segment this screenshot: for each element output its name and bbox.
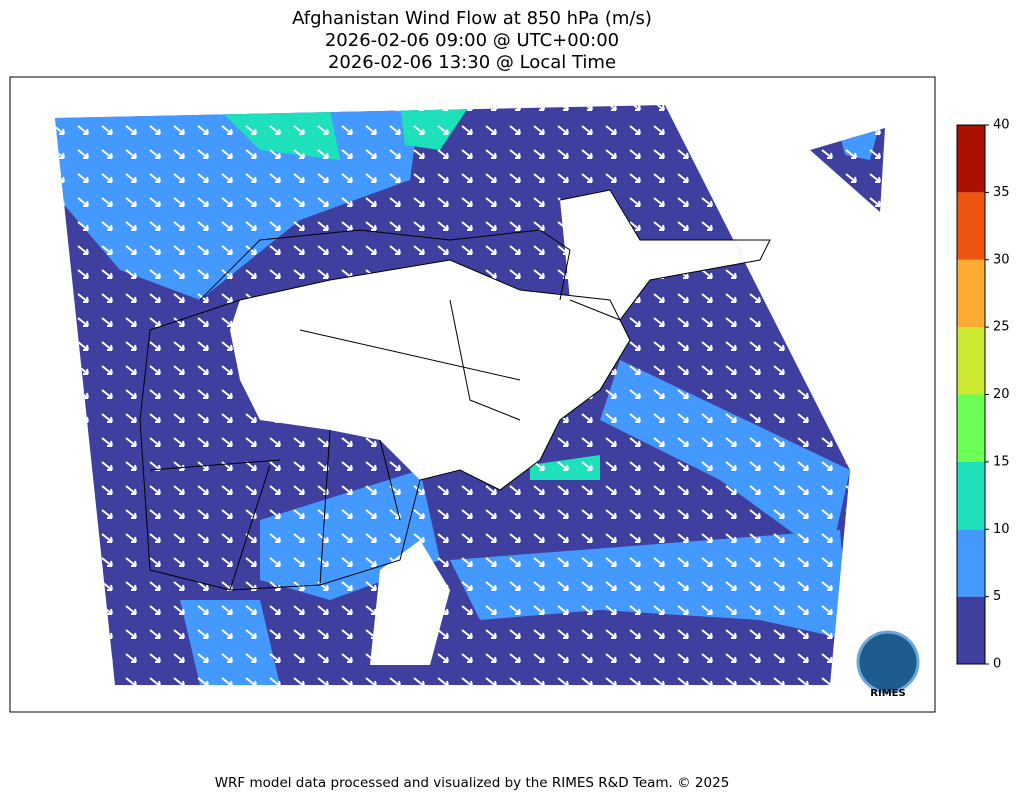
tick-label: 25 <box>993 320 1010 335</box>
colorbar-segment <box>957 461 985 530</box>
colorbar-segment <box>957 192 985 260</box>
tick-label: 35 <box>993 185 1010 200</box>
tick-label: 20 <box>993 387 1010 402</box>
title-line: 2026-02-06 13:30 @ Local Time <box>328 52 616 73</box>
colorbar-segment <box>957 529 985 597</box>
colorbar-segment <box>957 394 985 462</box>
tick-label: 40 <box>993 118 1010 133</box>
colorbar-segment <box>957 259 985 328</box>
tick-label: 0 <box>993 657 1001 672</box>
tick-label: 15 <box>993 454 1010 469</box>
tick-label: 30 <box>993 252 1010 267</box>
logo: RIMES <box>856 630 920 699</box>
logo-text: RIMES <box>870 688 905 699</box>
colorbar-segment <box>957 596 985 664</box>
colorbar-segment <box>957 125 985 193</box>
colorbar: 0 5 10 15 20 25 30 35 40 <box>956 118 1010 672</box>
footer: WRF model data processed and visualized … <box>215 775 730 791</box>
tick-label: 10 <box>993 522 1010 537</box>
colorbar-segment <box>957 327 985 395</box>
wind-field <box>55 105 885 685</box>
borders <box>139 189 771 591</box>
tick-label: 5 <box>993 589 1001 604</box>
title-line: 2026-02-06 09:00 @ UTC+00:00 <box>325 30 619 51</box>
title-line: Afghanistan Wind Flow at 850 hPa (m/s) <box>292 8 652 29</box>
